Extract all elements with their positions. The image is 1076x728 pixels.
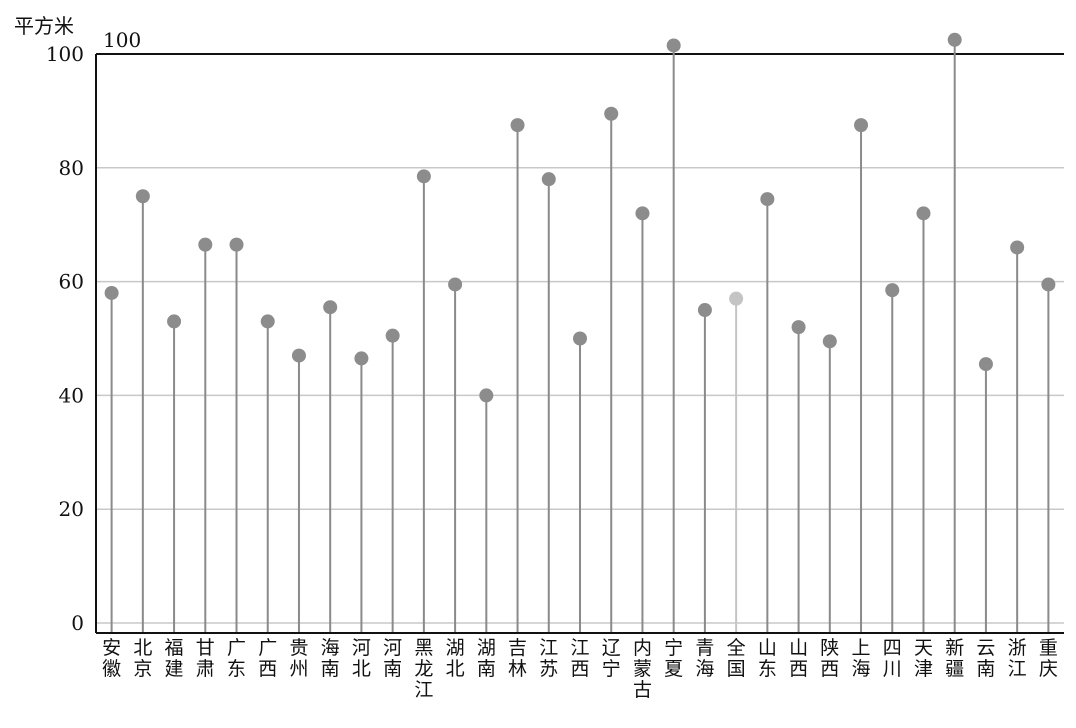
lollipop-dot — [354, 351, 369, 366]
x-category-label: 陕西 — [820, 637, 839, 680]
x-category-label: 吉林 — [508, 637, 527, 680]
y-tick-label: 100 — [46, 42, 84, 66]
lollipop-dot — [916, 206, 931, 221]
lollipop-dot — [291, 348, 306, 363]
x-category-label: 广西 — [258, 637, 277, 680]
x-category-label: 青海 — [695, 637, 714, 680]
x-category-label: 山东 — [758, 637, 777, 680]
lollipop-dot — [822, 334, 837, 349]
lollipop-dot — [635, 206, 650, 221]
lollipop-dot — [323, 300, 338, 315]
x-category-label: 浙江 — [1008, 637, 1027, 680]
lollipop-dot — [135, 189, 150, 204]
lollipop-dot — [729, 291, 744, 306]
annotation-100: 100 — [103, 28, 141, 52]
x-category-label: 新疆 — [945, 637, 964, 680]
lollipop-dot — [510, 118, 525, 133]
x-category-label: 黑龙江 — [414, 637, 433, 701]
x-category-label: 河北 — [352, 637, 371, 680]
y-tick-label: 60 — [59, 270, 84, 294]
x-category-label: 全国 — [727, 637, 746, 680]
lollipop-dot — [1010, 240, 1025, 255]
lollipop-dot — [604, 106, 619, 121]
x-category-label: 河南 — [383, 637, 402, 680]
data-marks — [104, 32, 1056, 633]
x-category-label: 云南 — [976, 637, 995, 680]
x-category-label: 福建 — [165, 637, 184, 680]
x-category-label: 甘肃 — [196, 637, 215, 680]
x-category-label: 江西 — [570, 637, 589, 680]
lollipop-dot — [167, 314, 182, 329]
lollipop-dot — [479, 388, 494, 403]
lollipop-dot — [104, 285, 119, 300]
lollipop-dot — [385, 328, 400, 343]
x-category-label: 宁夏 — [664, 637, 683, 680]
lollipop-dot — [978, 357, 993, 372]
lollipop-dot — [573, 331, 587, 346]
x-category-label: 天津 — [914, 637, 933, 680]
lollipop-dot — [541, 172, 556, 187]
lollipop-dot — [885, 283, 900, 298]
y-tick-label: 0 — [71, 611, 84, 635]
x-category-label: 内蒙古 — [633, 637, 652, 701]
x-axis: 安徽北京福建甘肃广东广西贵州海南河北河南黑龙江湖北湖南吉林江苏江西辽宁内蒙古宁夏… — [96, 632, 1064, 701]
lollipop-dot — [697, 303, 712, 318]
x-category-label: 重庆 — [1039, 637, 1058, 680]
x-category-label: 山西 — [789, 637, 808, 680]
y-axis-unit-label: 平方米 — [14, 14, 74, 38]
y-tick-label: 40 — [59, 383, 84, 407]
x-category-label: 湖北 — [446, 637, 465, 680]
x-category-label: 湖南 — [477, 637, 496, 680]
x-category-label: 广东 — [227, 637, 246, 680]
x-category-label: 北京 — [133, 637, 152, 680]
x-category-label: 上海 — [852, 637, 871, 680]
lollipop-dot — [666, 38, 681, 53]
lollipop-dot — [791, 320, 806, 335]
x-category-label: 安徽 — [102, 637, 121, 680]
y-tick-label: 80 — [59, 156, 84, 180]
x-category-label: 江苏 — [539, 637, 558, 680]
x-category-label: 海南 — [321, 637, 340, 680]
x-category-label: 辽宁 — [602, 637, 621, 680]
lollipop-dot — [198, 237, 213, 252]
lollipop-dot — [229, 237, 244, 252]
lollipop-dot — [854, 118, 869, 133]
lollipop-dot — [416, 169, 431, 184]
x-category-label: 四川 — [883, 637, 902, 680]
lollipop-dot — [260, 314, 275, 329]
y-axis: 0 20 40 60 80 100 — [46, 42, 1064, 635]
lollipop-dot — [448, 277, 463, 292]
x-category-label: 贵州 — [289, 637, 308, 680]
lollipop-dot — [1041, 277, 1056, 292]
lollipop-dot — [760, 192, 775, 207]
lollipop-dot — [947, 32, 962, 47]
y-tick-label: 20 — [59, 497, 84, 521]
